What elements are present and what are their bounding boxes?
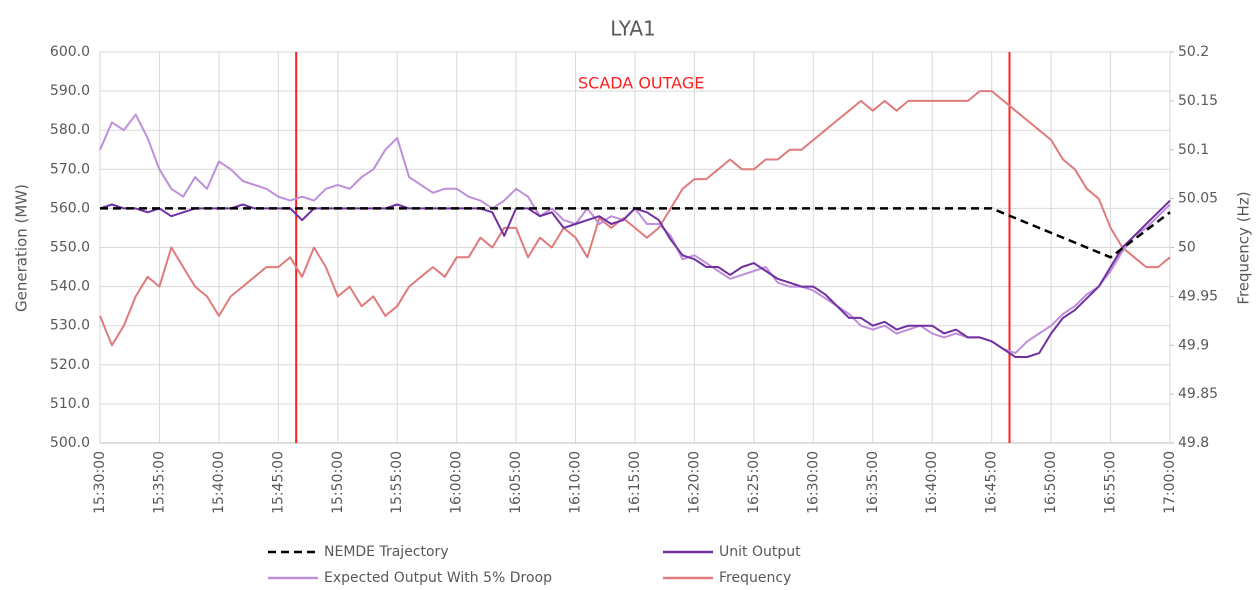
- x-tick-label: 15:35:00: [151, 451, 167, 514]
- y-tick-label: 570.0: [50, 161, 90, 177]
- y-tick-label: 540.0: [50, 279, 90, 295]
- legend-label: Expected Output With 5% Droop: [324, 570, 552, 586]
- x-tick-label: 17:00:00: [1162, 451, 1178, 514]
- x-tick-label: 15:45:00: [270, 451, 286, 514]
- y-tick-label: 560.0: [50, 200, 90, 216]
- y2-tick-label: 49.85: [1178, 386, 1218, 402]
- legend-label: Unit Output: [719, 544, 801, 560]
- y2-tick-label: 50.15: [1178, 93, 1218, 109]
- x-tick-label: 16:20:00: [686, 451, 702, 514]
- x-tick-label: 16:45:00: [984, 451, 1000, 514]
- annotation-text: SCADA OUTAGE: [578, 74, 704, 93]
- chart-title: LYA1: [610, 17, 656, 41]
- y2-tick-label: 50.1: [1178, 142, 1209, 158]
- y2-tick-label: 50.05: [1178, 191, 1218, 207]
- y2-tick-label: 50: [1178, 240, 1196, 256]
- y-tick-label: 550.0: [50, 240, 90, 256]
- x-tick-label: 16:55:00: [1103, 451, 1119, 514]
- y-tick-label: 590.0: [50, 83, 90, 99]
- x-tick-label: 16:30:00: [805, 451, 821, 514]
- y-tick-label: 600.0: [50, 44, 90, 60]
- x-tick-label: 15:50:00: [330, 451, 346, 514]
- series-line: [99, 90, 1171, 347]
- y-tick-label: 510.0: [50, 396, 90, 412]
- x-tick-label: 16:10:00: [568, 451, 584, 514]
- x-tick-label: 16:50:00: [1043, 451, 1059, 514]
- y2-axis-title: Frequency (Hz): [1235, 191, 1253, 304]
- y-tick-label: 500.0: [50, 435, 90, 451]
- y-tick-label: 580.0: [50, 122, 90, 138]
- x-tick-label: 16:00:00: [449, 451, 465, 514]
- y-tick-label: 520.0: [50, 357, 90, 373]
- x-tick-label: 16:25:00: [746, 451, 762, 514]
- x-tick-label: 16:35:00: [865, 451, 881, 514]
- y2-tick-label: 50.2: [1178, 44, 1209, 60]
- y-tick-label: 530.0: [50, 318, 90, 334]
- x-tick-label: 15:55:00: [389, 451, 405, 514]
- x-tick-label: 16:15:00: [627, 451, 643, 514]
- y-axis-title: Generation (MW): [13, 184, 31, 312]
- x-tick-label: 16:40:00: [924, 451, 940, 514]
- y2-tick-label: 49.95: [1178, 288, 1218, 304]
- legend-label: Frequency: [719, 570, 791, 586]
- x-tick-label: 15:40:00: [211, 451, 227, 514]
- legend-label: NEMDE Trajectory: [324, 544, 449, 560]
- y2-tick-label: 49.9: [1178, 337, 1209, 353]
- x-tick-label: 16:05:00: [508, 451, 524, 514]
- series-line: [100, 207, 1171, 259]
- y2-tick-label: 49.8: [1178, 435, 1209, 451]
- x-tick-label: 15:30:00: [92, 451, 108, 514]
